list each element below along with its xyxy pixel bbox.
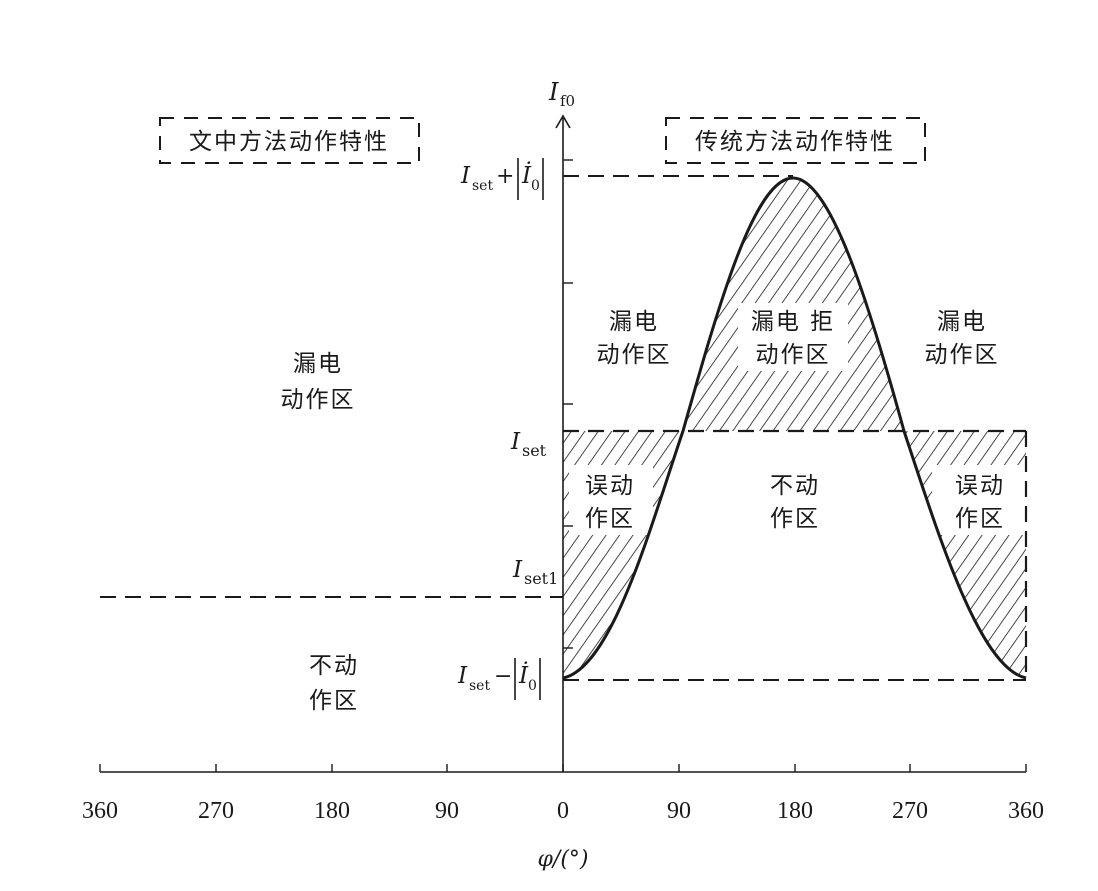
- label-iset-plus-I: I: [460, 163, 471, 189]
- legend-left-label: 文中方法动作特性: [189, 129, 389, 155]
- x-tick-label: 0: [557, 798, 569, 824]
- label-iset-minus-sign: −: [494, 664, 512, 689]
- label-iset-minus-I: I: [457, 663, 468, 689]
- region-left-leak-line2: 动作区: [281, 387, 356, 413]
- x-axis-title: φ/(°): [538, 847, 589, 872]
- region-right-leak1-line1: 漏电: [609, 309, 659, 335]
- region-mis-op1-line1: 误动: [585, 473, 635, 499]
- x-tick-label: 90: [667, 798, 691, 824]
- legend-box-right: [665, 117, 926, 164]
- region-right-no-op-line1: 不动: [770, 473, 820, 499]
- region-right-no-op-line2: 作区: [770, 506, 820, 532]
- label-iset1-I: I: [512, 557, 523, 583]
- legend-right-label: 传统方法动作特性: [695, 129, 895, 155]
- region-mis-op2-line1: 误动: [955, 473, 1005, 499]
- x-tick-label: 270: [892, 798, 928, 824]
- y-axis-arrow: [555, 114, 571, 129]
- region-reject-line1: 漏电 拒: [751, 309, 835, 335]
- x-tick-label: 180: [777, 798, 813, 824]
- x-tick-label: 90: [435, 798, 459, 824]
- label-mask-reject: [738, 303, 848, 371]
- label-iset-minus-zero: 0: [528, 678, 537, 694]
- region-right-leak2-line2: 动作区: [925, 342, 1000, 368]
- y-axis-title: I: [548, 78, 559, 106]
- legend-box-left: [159, 117, 420, 164]
- region-right-leak2-line1: 漏电: [937, 309, 987, 335]
- region-reject-line2: 动作区: [756, 342, 831, 368]
- label-iset-plus-sub: set: [472, 178, 493, 194]
- label-iset1-sub: set1: [524, 569, 558, 588]
- region-mis-op2-line2: 作区: [955, 506, 1005, 532]
- label-mask-mis2: [932, 465, 1026, 535]
- label-iset-plus-idot: İ: [521, 162, 532, 189]
- region-left-no-op-line1: 不动: [309, 653, 359, 679]
- region-left-leak-line1: 漏电: [293, 351, 343, 377]
- x-tick-label: 180: [314, 798, 350, 824]
- characteristic-curve: [562, 176, 1027, 680]
- label-iset-plus-zero: 0: [531, 178, 540, 194]
- label-iset-minus-idot: İ: [518, 662, 529, 689]
- label-iset-minus-sub: set: [469, 678, 490, 694]
- region-mis-op1-line2: 作区: [585, 506, 635, 532]
- label-mask-mis1: [569, 465, 653, 535]
- label-iset-sub: set: [522, 441, 547, 460]
- label-iset-plus-sign: +: [496, 164, 514, 189]
- x-tick-label: 270: [198, 798, 234, 824]
- region-right-leak1-line2: 动作区: [597, 342, 672, 368]
- label-iset-I: I: [510, 429, 521, 455]
- x-tick-label: 360: [1008, 798, 1044, 824]
- x-tick-label: 360: [82, 798, 118, 824]
- region-left-no-op-line2: 作区: [309, 688, 359, 714]
- y-axis-title-sub: f0: [560, 92, 575, 110]
